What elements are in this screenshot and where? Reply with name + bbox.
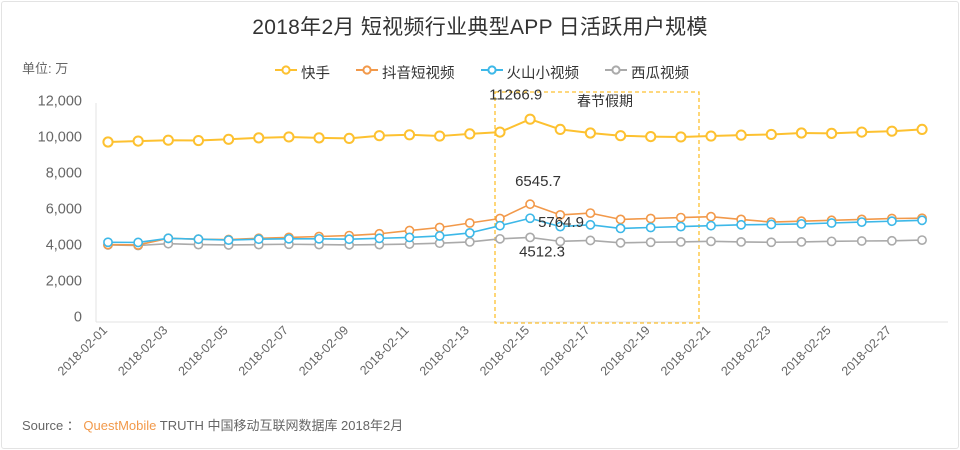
svg-text:2,000: 2,000 [46,274,82,290]
svg-text:2018-02-05: 2018-02-05 [176,323,231,378]
svg-text:2018-02-19: 2018-02-19 [598,323,653,378]
svg-text:2018-02-23: 2018-02-23 [718,323,773,378]
svg-text:0: 0 [74,310,82,326]
svg-text:4,000: 4,000 [46,238,82,254]
svg-text:12,000: 12,000 [38,94,82,110]
svg-text:2018-02-13: 2018-02-13 [417,323,472,378]
svg-text:2018-02-11: 2018-02-11 [357,323,411,377]
svg-text:2018-02-07: 2018-02-07 [236,323,291,378]
svg-text:10,000: 10,000 [38,130,82,146]
svg-text:5764.9: 5764.9 [538,214,584,231]
svg-text:2018-02-01: 2018-02-01 [55,323,110,378]
svg-text:2018-02-15: 2018-02-15 [477,323,532,378]
svg-text:春节假期: 春节假期 [577,93,633,109]
svg-text:6,000: 6,000 [46,202,82,218]
svg-text:8,000: 8,000 [46,166,82,182]
svg-text:4512.3: 4512.3 [519,243,565,260]
svg-text:2018-02-03: 2018-02-03 [115,323,170,378]
svg-text:2018-02-25: 2018-02-25 [779,323,834,378]
svg-text:6545.7: 6545.7 [515,173,561,190]
svg-text:2018-02-27: 2018-02-27 [839,323,894,378]
svg-text:11266.9: 11266.9 [489,87,542,104]
svg-text:2018-02-17: 2018-02-17 [537,323,592,378]
svg-text:2018-02-21: 2018-02-21 [658,323,713,378]
svg-text:2018-02-09: 2018-02-09 [296,323,351,378]
